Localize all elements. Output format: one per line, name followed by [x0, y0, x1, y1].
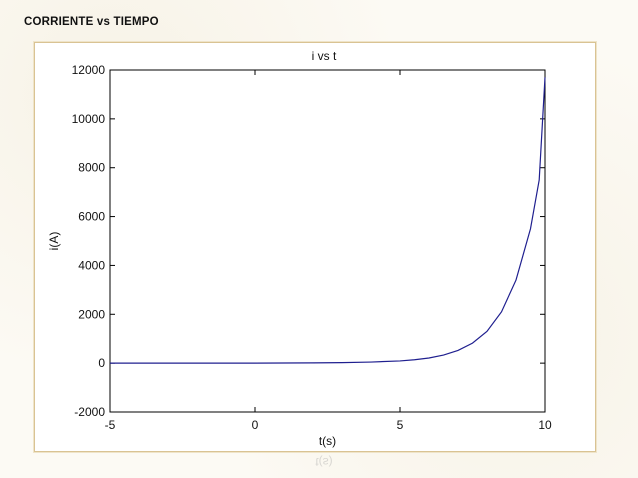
y-tick-label: 8000 [78, 161, 105, 175]
x-axis: -5 0 5 10 [105, 70, 552, 432]
x-tick-label: 0 [252, 418, 259, 432]
line-chart: i vs t -5 0 5 10 -2000 0 2000 4000 6000 8000 1000… [47, 49, 552, 448]
y-tick-label: -2000 [74, 405, 105, 419]
x-tick-label: 10 [538, 418, 552, 432]
y-tick-label: 12000 [72, 63, 106, 77]
x-tick-label: 5 [397, 418, 404, 432]
y-tick-label: 6000 [78, 210, 105, 224]
x-tick-label: -5 [105, 418, 116, 432]
chart-title: i vs t [312, 49, 337, 63]
plot-area [109, 69, 546, 413]
y-tick-label: 0 [98, 356, 105, 370]
figure-frame: i vs t -5 0 5 10 -2000 0 2000 4000 6000 8000 1000… [34, 42, 596, 452]
y-axis-label: i(A) [47, 232, 61, 251]
series-layer [110, 77, 546, 364]
figure-reflection: t(s) [34, 452, 594, 478]
y-tick-label: 4000 [78, 258, 105, 272]
y-tick-label: 2000 [78, 307, 105, 321]
y-axis: -2000 0 2000 4000 6000 8000 10000 12000 [72, 63, 545, 419]
reflection-xlabel: t(s) [315, 455, 332, 469]
y-tick-label: 10000 [72, 112, 106, 126]
series-line-0 [110, 77, 546, 364]
x-axis-label: t(s) [319, 434, 336, 448]
slide-title: CORRIENTE vs TIEMPO [24, 16, 159, 28]
